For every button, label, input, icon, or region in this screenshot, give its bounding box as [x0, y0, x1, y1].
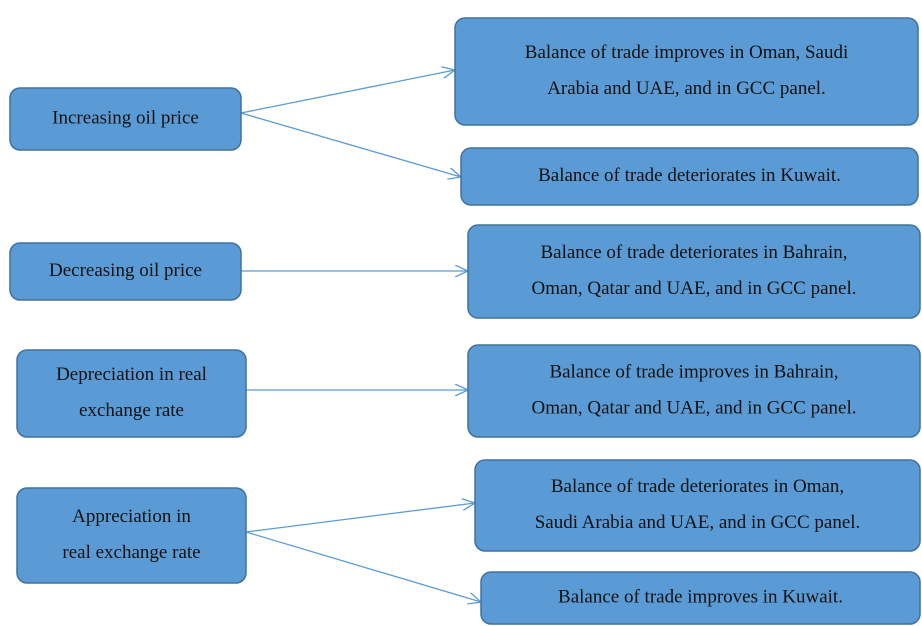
arrows: [240, 70, 481, 602]
box-label: Appreciation in: [72, 506, 191, 527]
cause-box: [16, 349, 247, 438]
box-label: Balance of trade improves in Oman, Saudi: [525, 42, 848, 63]
box-label: Saudi Arabia and UAE, and in GCC panel.: [535, 512, 861, 533]
cause-box: [9, 87, 242, 151]
box-label: Balance of trade improves in Bahrain,: [549, 361, 838, 382]
cause-box: [16, 487, 247, 584]
box-label: Arabia and UAE, and in GCC panel.: [547, 78, 826, 99]
box-label: Oman, Qatar and UAE, and in GCC panel.: [531, 278, 856, 299]
arrow: [240, 70, 455, 114]
box-label: Balance of trade deteriorates in Oman,: [551, 476, 844, 497]
box-label: Balance of trade improves in Kuwait.: [558, 586, 843, 607]
box-label: Increasing oil price: [52, 107, 199, 128]
effect-box: [480, 571, 921, 625]
effect-box: [474, 459, 921, 552]
box-label: real exchange rate: [62, 542, 200, 563]
arrow: [245, 531, 481, 602]
box-label: Balance of trade deteriorates in Kuwait.: [538, 165, 841, 186]
box-label: Oman, Qatar and UAE, and in GCC panel.: [531, 397, 856, 418]
box-label: Balance of trade deteriorates in Bahrain…: [540, 242, 847, 263]
effect-box: [467, 224, 921, 319]
box-label: exchange rate: [79, 400, 184, 421]
effect-box: [460, 147, 919, 206]
effect-box: [467, 344, 921, 438]
arrow: [240, 112, 461, 177]
effect-box: [454, 17, 919, 126]
arrow: [245, 503, 475, 533]
box-label: Decreasing oil price: [49, 260, 202, 281]
box-label: Depreciation in real: [56, 364, 207, 385]
cause-box: [9, 242, 242, 301]
